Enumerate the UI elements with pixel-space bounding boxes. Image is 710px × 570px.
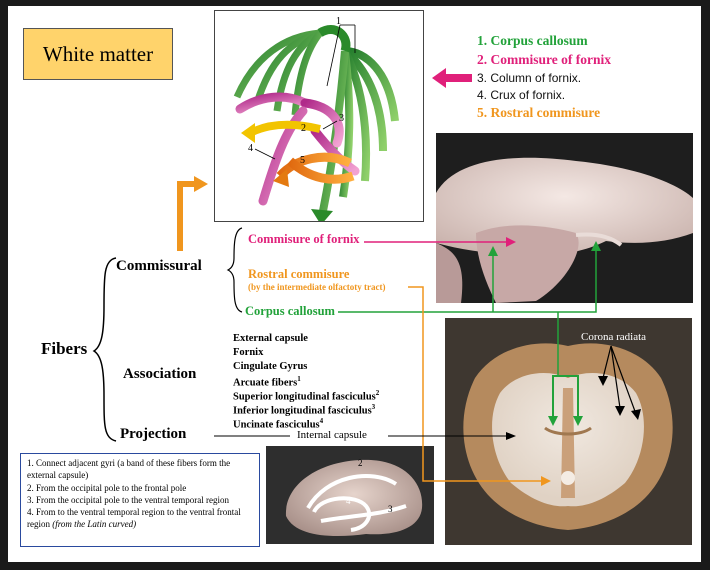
- commissural-up-arrowhead: [194, 176, 208, 192]
- projection-label: Projection: [120, 426, 186, 443]
- corpus-line-down: [558, 312, 574, 376]
- footnote-3: 3. From the occipital pole to the ventra…: [27, 494, 253, 506]
- fibers-brace: [94, 258, 116, 441]
- rostral-connector-line: [408, 287, 543, 481]
- assoc-item-superior-longitudinal: Superior longitudinal fasciculus2: [233, 389, 379, 403]
- corpus-coronal-left: [553, 376, 568, 418]
- assoc-item-inferior-longitudinal: Inferior longitudinal fasciculus3: [233, 403, 375, 417]
- corpus-arrowhead-right: [591, 241, 601, 251]
- assoc-item-arcuate-fibers: Arcuate fibers1: [233, 375, 301, 389]
- footnote-1: 1. Connect adjacent gyri (a band of thes…: [27, 457, 253, 482]
- projection-arrowhead: [506, 432, 516, 440]
- corona-radiata-arrows: [603, 346, 636, 414]
- footnote-4: 4. From to the ventral temporal region t…: [27, 506, 253, 531]
- commissural-brace: [228, 228, 242, 312]
- corpus-arrowhead-left: [488, 246, 498, 256]
- corona-arrowhead-1: [598, 376, 608, 386]
- rostral-commisure-note: (by the intermediate olfactoty tract): [248, 282, 385, 292]
- assoc-item-cingulate-gyrus: Cingulate Gyrus: [233, 361, 307, 372]
- commissural-label: Commissural: [116, 258, 202, 275]
- commisure-of-fornix-label: Commisure of fornix: [248, 232, 360, 247]
- corona-arrowhead-3: [631, 409, 641, 420]
- rostral-connector-arrowhead: [541, 476, 551, 486]
- assoc-item-external-capsule: External capsule: [233, 333, 308, 344]
- rostral-commisure-label: Rostral commisure: [248, 267, 349, 282]
- corpus-callosum-label: Corpus callosum: [245, 304, 335, 319]
- corona-arrowhead-2: [615, 406, 625, 416]
- corpus-coronal-right: [553, 376, 578, 418]
- slide: White matter: [8, 6, 701, 562]
- corpus-coronal-arrowhead-left: [548, 416, 558, 426]
- assoc-item-fornix: Fornix: [233, 347, 263, 358]
- association-label: Association: [123, 366, 196, 383]
- internal-capsule-label: Internal capsule: [297, 429, 367, 441]
- corpus-coronal-arrowhead-right: [573, 416, 583, 426]
- corpus-line-to-sagittal-right: [338, 249, 596, 312]
- commissural-up-arrow: [180, 184, 196, 251]
- footnotes-box: 1. Connect adjacent gyri (a band of thes…: [20, 453, 260, 547]
- fibers-label: Fibers: [41, 339, 87, 359]
- fornix-arrowhead: [506, 237, 516, 247]
- footnote-2: 2. From the occipital pole to the fronta…: [27, 482, 253, 494]
